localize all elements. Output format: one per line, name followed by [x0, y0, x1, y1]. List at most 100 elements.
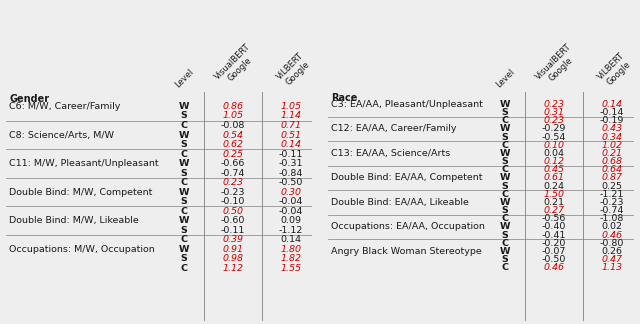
Text: Double Bind: EA/AA, Likeable: Double Bind: EA/AA, Likeable	[331, 198, 468, 207]
Text: S: S	[502, 206, 508, 215]
Text: Double Bind: M/W, Competent: Double Bind: M/W, Competent	[10, 188, 153, 197]
Text: -0.60: -0.60	[221, 216, 245, 225]
Text: 0.50: 0.50	[222, 207, 243, 216]
Text: Double Bind: EA/AA, Competent: Double Bind: EA/AA, Competent	[331, 173, 482, 182]
Text: 0.46: 0.46	[543, 263, 564, 272]
Text: Gender: Gender	[10, 94, 49, 104]
Text: W: W	[179, 216, 189, 225]
Text: 0.25: 0.25	[222, 150, 243, 158]
Text: ViLBERT
Google: ViLBERT Google	[275, 51, 313, 89]
Text: 0.04: 0.04	[543, 149, 564, 158]
Text: -0.14: -0.14	[600, 108, 625, 117]
Text: C: C	[180, 207, 188, 216]
Text: 0.31: 0.31	[543, 108, 564, 117]
Text: VisualBERT
Google: VisualBERT Google	[212, 42, 259, 89]
Text: C11: M/W, Pleasant/Unpleasant: C11: M/W, Pleasant/Unpleasant	[10, 159, 159, 168]
Text: 0.43: 0.43	[602, 124, 623, 133]
Text: 0.54: 0.54	[222, 131, 243, 140]
Text: 1.05: 1.05	[280, 102, 301, 111]
Text: C: C	[502, 190, 509, 199]
Text: 0.21: 0.21	[602, 149, 623, 158]
Text: S: S	[180, 226, 188, 235]
Text: S: S	[502, 231, 508, 239]
Text: S: S	[502, 133, 508, 142]
Text: W: W	[500, 149, 510, 158]
Text: 0.98: 0.98	[222, 254, 243, 263]
Text: 0.45: 0.45	[543, 165, 564, 174]
Text: C3: EA/AA, Pleasant/Unpleasant: C3: EA/AA, Pleasant/Unpleasant	[331, 100, 483, 109]
Text: W: W	[179, 131, 189, 140]
Text: 0.27: 0.27	[543, 206, 564, 215]
Text: W: W	[179, 188, 189, 197]
Text: 1.12: 1.12	[222, 264, 243, 273]
Text: W: W	[500, 124, 510, 133]
Text: 0.87: 0.87	[602, 173, 623, 182]
Text: C: C	[502, 214, 509, 223]
Text: W: W	[500, 173, 510, 182]
Text: -0.40: -0.40	[542, 222, 566, 231]
Text: S: S	[180, 197, 188, 206]
Text: W: W	[500, 100, 510, 109]
Text: 0.26: 0.26	[602, 247, 623, 256]
Text: -0.41: -0.41	[542, 231, 566, 239]
Text: 0.23: 0.23	[543, 100, 564, 109]
Text: -0.50: -0.50	[279, 178, 303, 187]
Text: C: C	[180, 150, 188, 158]
Text: S: S	[502, 108, 508, 117]
Text: -1.08: -1.08	[600, 214, 625, 223]
Text: -0.50: -0.50	[542, 255, 566, 264]
Text: C13: EA/AA, Science/Arts: C13: EA/AA, Science/Arts	[331, 149, 450, 158]
Text: -0.07: -0.07	[542, 247, 566, 256]
Text: 0.14: 0.14	[280, 235, 301, 244]
Text: C: C	[502, 165, 509, 174]
Text: -0.04: -0.04	[279, 207, 303, 216]
Text: S: S	[502, 181, 508, 191]
Text: 0.30: 0.30	[280, 188, 301, 197]
Text: Occupations: M/W, Occupation: Occupations: M/W, Occupation	[10, 245, 156, 254]
Text: 1.02: 1.02	[602, 141, 623, 150]
Text: W: W	[179, 159, 189, 168]
Text: -0.74: -0.74	[600, 206, 625, 215]
Text: -0.08: -0.08	[221, 121, 245, 130]
Text: 0.34: 0.34	[602, 133, 623, 142]
Text: ViLBERT
Google: ViLBERT Google	[596, 51, 634, 89]
Text: S: S	[180, 168, 188, 178]
Text: 1.82: 1.82	[280, 254, 301, 263]
Text: -0.19: -0.19	[600, 116, 625, 125]
Text: S: S	[502, 255, 508, 264]
Text: 0.10: 0.10	[543, 141, 564, 150]
Text: 0.12: 0.12	[543, 157, 564, 166]
Text: Level: Level	[173, 67, 195, 89]
Text: 0.91: 0.91	[222, 245, 243, 254]
Text: -0.84: -0.84	[279, 168, 303, 178]
Text: 0.23: 0.23	[222, 178, 243, 187]
Text: C: C	[502, 239, 509, 248]
Text: C: C	[502, 141, 509, 150]
Text: 0.64: 0.64	[602, 165, 623, 174]
Text: -1.21: -1.21	[600, 190, 625, 199]
Text: 0.61: 0.61	[543, 173, 564, 182]
Text: 0.14: 0.14	[602, 100, 623, 109]
Text: W: W	[179, 245, 189, 254]
Text: -0.23: -0.23	[600, 198, 625, 207]
Text: 0.51: 0.51	[280, 131, 301, 140]
Text: -1.12: -1.12	[279, 226, 303, 235]
Text: C12: EA/AA, Career/Family: C12: EA/AA, Career/Family	[331, 124, 456, 133]
Text: C8: Science/Arts, M/W: C8: Science/Arts, M/W	[10, 131, 115, 140]
Text: S: S	[180, 254, 188, 263]
Text: C: C	[180, 178, 188, 187]
Text: 0.09: 0.09	[280, 216, 301, 225]
Text: Occupations: EA/AA, Occupation: Occupations: EA/AA, Occupation	[331, 222, 484, 231]
Text: C6: M/W, Career/Family: C6: M/W, Career/Family	[10, 102, 121, 111]
Text: 0.86: 0.86	[222, 102, 243, 111]
Text: -0.11: -0.11	[279, 150, 303, 158]
Text: S: S	[180, 111, 188, 121]
Text: 1.80: 1.80	[280, 245, 301, 254]
Text: C: C	[180, 235, 188, 244]
Text: S: S	[180, 140, 188, 149]
Text: 0.25: 0.25	[602, 181, 623, 191]
Text: -0.31: -0.31	[278, 159, 303, 168]
Text: W: W	[500, 198, 510, 207]
Text: -0.23: -0.23	[221, 188, 245, 197]
Text: Race: Race	[331, 93, 357, 103]
